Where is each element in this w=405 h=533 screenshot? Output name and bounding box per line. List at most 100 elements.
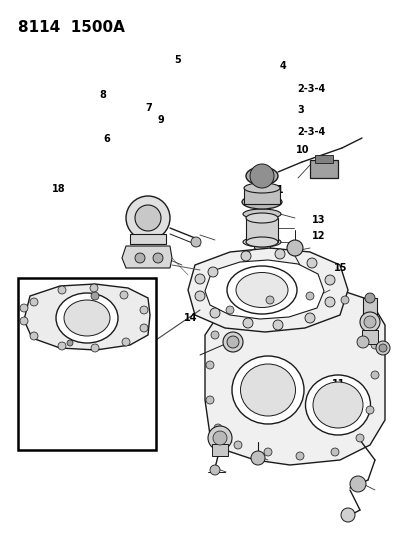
Circle shape	[211, 331, 219, 339]
Circle shape	[227, 336, 239, 348]
Circle shape	[266, 296, 274, 304]
Text: 12: 12	[312, 231, 325, 240]
Text: 2-3-4: 2-3-4	[298, 127, 326, 136]
Text: 8: 8	[99, 90, 106, 100]
Bar	[363, 298, 377, 318]
Circle shape	[331, 448, 339, 456]
Ellipse shape	[243, 237, 281, 247]
Ellipse shape	[56, 293, 118, 343]
Circle shape	[365, 293, 375, 303]
Polygon shape	[24, 284, 150, 350]
Text: 14: 14	[184, 313, 198, 323]
Circle shape	[287, 240, 303, 256]
Circle shape	[325, 297, 335, 307]
Text: 13: 13	[312, 215, 325, 224]
Text: 11: 11	[271, 185, 285, 195]
Circle shape	[243, 318, 253, 328]
Text: 6: 6	[103, 134, 110, 144]
Polygon shape	[205, 260, 324, 319]
Text: 2-3-4: 2-3-4	[298, 84, 326, 94]
Circle shape	[251, 451, 265, 465]
Circle shape	[366, 311, 374, 319]
Circle shape	[226, 306, 234, 314]
Circle shape	[371, 341, 379, 349]
Circle shape	[214, 424, 222, 432]
Text: 18: 18	[52, 184, 66, 194]
Ellipse shape	[64, 300, 110, 336]
Ellipse shape	[236, 272, 288, 308]
Circle shape	[307, 258, 317, 268]
Circle shape	[341, 296, 349, 304]
Circle shape	[366, 406, 374, 414]
Ellipse shape	[305, 375, 371, 435]
Circle shape	[120, 291, 128, 299]
Ellipse shape	[246, 167, 278, 185]
Text: 17: 17	[119, 305, 133, 315]
Text: 10: 10	[296, 146, 309, 155]
Text: 7: 7	[146, 103, 153, 113]
Ellipse shape	[241, 364, 296, 416]
Circle shape	[325, 275, 335, 285]
Circle shape	[210, 465, 220, 475]
Circle shape	[223, 332, 243, 352]
Circle shape	[67, 340, 73, 346]
Circle shape	[210, 308, 220, 318]
Circle shape	[58, 286, 66, 294]
Text: 9: 9	[158, 115, 165, 125]
Ellipse shape	[244, 183, 280, 193]
Text: 15: 15	[334, 263, 347, 272]
Circle shape	[356, 434, 364, 442]
Circle shape	[90, 284, 98, 292]
Circle shape	[91, 344, 99, 352]
Circle shape	[195, 274, 205, 284]
Circle shape	[122, 338, 130, 346]
Text: 3: 3	[298, 106, 305, 115]
Circle shape	[360, 312, 380, 332]
Circle shape	[305, 313, 315, 323]
Circle shape	[350, 476, 366, 492]
Circle shape	[140, 306, 148, 314]
Circle shape	[264, 448, 272, 456]
Circle shape	[364, 316, 376, 328]
Text: 8114  1500A: 8114 1500A	[18, 20, 125, 35]
Bar	[246, 218, 278, 242]
Circle shape	[273, 320, 283, 330]
Ellipse shape	[242, 195, 282, 209]
Bar	[310, 160, 338, 178]
Text: 11: 11	[332, 379, 345, 389]
Circle shape	[195, 291, 205, 301]
Circle shape	[30, 298, 38, 306]
Circle shape	[275, 249, 285, 259]
Ellipse shape	[227, 266, 297, 314]
Circle shape	[135, 253, 145, 263]
Circle shape	[341, 508, 355, 522]
Ellipse shape	[232, 356, 304, 424]
Circle shape	[208, 267, 218, 277]
Circle shape	[241, 251, 251, 261]
Circle shape	[376, 341, 390, 355]
Circle shape	[20, 317, 28, 325]
Bar	[244, 188, 280, 204]
Bar	[362, 330, 378, 344]
Circle shape	[206, 361, 214, 369]
Text: 1: 1	[144, 229, 151, 239]
Circle shape	[296, 452, 304, 460]
Polygon shape	[188, 248, 348, 332]
Circle shape	[213, 431, 227, 445]
Circle shape	[91, 292, 99, 300]
Circle shape	[250, 164, 274, 188]
Circle shape	[191, 237, 201, 247]
Circle shape	[357, 336, 369, 348]
Circle shape	[306, 292, 314, 300]
Ellipse shape	[243, 209, 281, 219]
Bar	[315, 155, 333, 163]
Polygon shape	[205, 290, 385, 465]
Circle shape	[206, 396, 214, 404]
Circle shape	[153, 253, 163, 263]
Circle shape	[234, 441, 242, 449]
Bar	[212, 444, 228, 456]
Text: 16: 16	[136, 283, 149, 293]
Text: 4: 4	[279, 61, 286, 71]
Circle shape	[135, 205, 161, 231]
Circle shape	[126, 196, 170, 240]
